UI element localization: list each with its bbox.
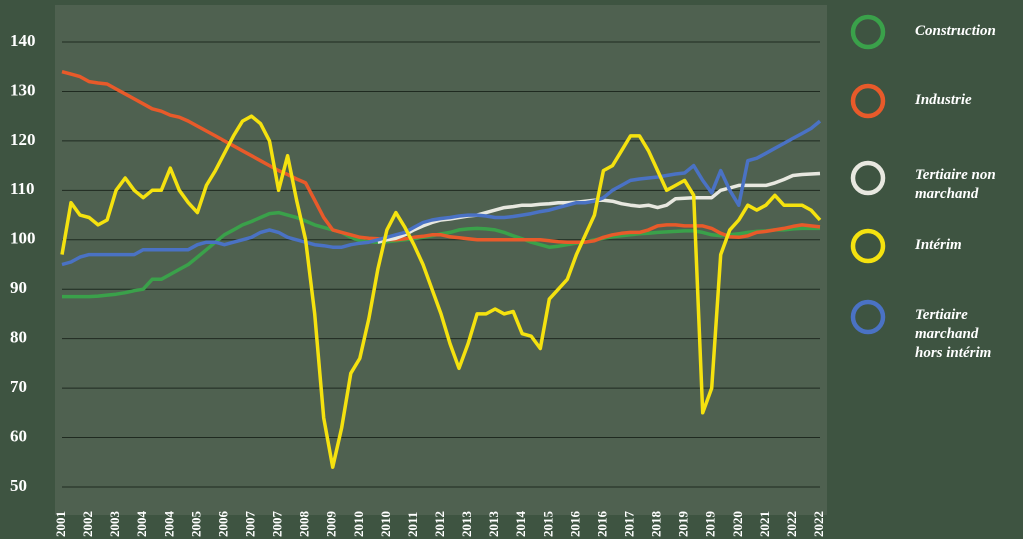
plot-panel <box>55 5 827 515</box>
x-tick-label: 2017 <box>621 511 636 538</box>
x-tick-label: 2022 <box>811 511 826 537</box>
y-tick-label: 70 <box>10 377 27 396</box>
y-tick-label: 60 <box>10 426 27 445</box>
y-tick-label: 100 <box>10 229 36 248</box>
x-tick-label: 2003 <box>107 511 122 538</box>
legend-label: Construction <box>915 23 996 39</box>
x-tick-label: 2007 <box>242 511 257 538</box>
x-tick-label: 2016 <box>567 511 582 538</box>
legend-swatch <box>850 160 886 196</box>
x-tick-label: 2021 <box>757 511 772 537</box>
x-tick-label: 2009 <box>324 511 339 538</box>
y-tick-label: 80 <box>10 328 27 347</box>
x-tick-label: 2005 <box>188 511 203 538</box>
x-tick-label: 2007 <box>270 511 285 538</box>
x-tick-label: 2015 <box>540 511 555 538</box>
y-tick-label: 90 <box>10 278 27 297</box>
legend-label: Tertiaire non marchand <box>915 167 996 202</box>
x-tick-label: 2006 <box>215 511 230 538</box>
x-tick-label: 2004 <box>134 511 149 538</box>
x-tick-label: 2013 <box>459 511 474 538</box>
x-tick-label: 2008 <box>297 511 312 538</box>
legend-swatch <box>850 14 886 50</box>
series-line <box>61 119 822 267</box>
x-tick-label: 2002 <box>80 511 95 537</box>
series-line <box>60 114 822 469</box>
legend-label: Tertiaire marchand hors intérim <box>915 307 992 361</box>
x-tick-label: 2019 <box>703 511 718 538</box>
legend-swatch <box>850 83 886 119</box>
y-tick-label: 120 <box>10 130 36 149</box>
y-tick-label: 140 <box>10 31 36 50</box>
x-tick-label: 2010 <box>378 511 393 537</box>
x-tick-label: 2004 <box>161 511 176 538</box>
x-tick-label: 2020 <box>730 511 745 537</box>
legend-swatch <box>850 228 886 264</box>
x-tick-label: 2012 <box>432 511 447 537</box>
y-tick-label: 110 <box>10 179 35 198</box>
legend-label: Industrie <box>915 92 972 108</box>
x-tick-label: 2001 <box>53 511 68 537</box>
x-tick-label: 2018 <box>649 511 664 538</box>
x-tick-label: 2022 <box>784 511 799 537</box>
x-tick-label: 2019 <box>676 511 691 538</box>
y-tick-label: 50 <box>10 476 27 495</box>
legend-label: Intérim <box>915 237 962 253</box>
legend-swatch <box>850 299 886 335</box>
x-tick-label: 2013 <box>486 511 501 537</box>
x-tick-label: 2010 <box>351 511 366 537</box>
x-tick-label: 2011 <box>405 512 420 537</box>
y-tick-label: 130 <box>10 80 36 99</box>
x-tick-label: 2016 <box>594 511 609 538</box>
x-tick-label: 2014 <box>513 511 528 538</box>
